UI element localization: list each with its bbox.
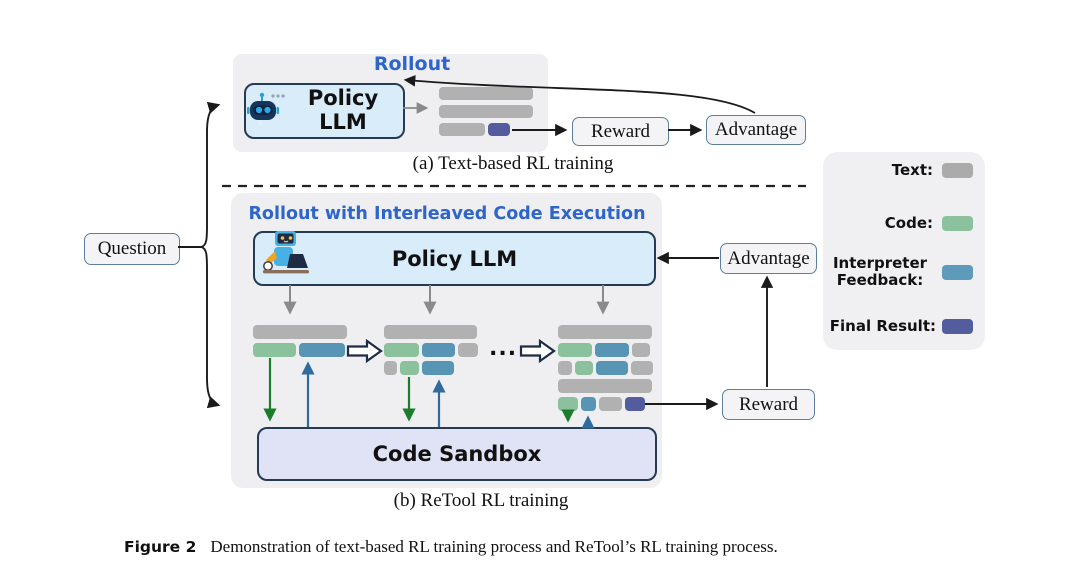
caption-a: (a) Text-based RL training xyxy=(412,153,614,174)
token-interp xyxy=(596,361,628,375)
token-text xyxy=(458,343,478,357)
advantage-box-b: Advantage xyxy=(720,243,817,274)
code-sandbox-box: Code Sandbox xyxy=(257,427,657,481)
legend-label-code: Code: xyxy=(884,214,933,232)
token-sequence-b3 xyxy=(558,325,653,411)
token-code xyxy=(400,361,419,375)
token-text xyxy=(439,105,533,118)
token-interp xyxy=(595,343,629,357)
legend-panel xyxy=(823,152,985,350)
token-text xyxy=(384,325,477,339)
legend-row-code: Code: xyxy=(823,214,985,232)
question-to-text-rl-arrow xyxy=(200,101,221,248)
caption-b: (b) ReTool RL training xyxy=(393,490,569,511)
legend-row-interpreter-feedback: Interpreter Feedback: xyxy=(823,254,985,290)
token-text xyxy=(631,361,653,375)
token-sequence-b1 xyxy=(253,325,347,357)
figure-caption-label: Figure 2 xyxy=(124,538,197,556)
legend-swatch-code xyxy=(942,216,973,232)
question-to-retool-arrow xyxy=(200,246,221,409)
token-interp xyxy=(422,343,455,357)
legend-swatch-final-result xyxy=(942,319,973,335)
token-text xyxy=(632,343,650,357)
token-code xyxy=(575,361,593,375)
policy-llm-label-a: Policy LLM xyxy=(307,86,379,135)
legend-label-text: Text: xyxy=(891,161,933,179)
figure-caption-text: Demonstration of text-based RL training … xyxy=(210,537,778,556)
question-box: Question xyxy=(84,233,180,265)
token-interp xyxy=(422,361,454,375)
token-interp xyxy=(581,397,596,411)
reward-box-a: Reward xyxy=(572,117,669,146)
token-final xyxy=(625,397,645,411)
legend-swatch-interpreter-feedback xyxy=(942,264,973,280)
robot-laptop-icon xyxy=(263,231,309,274)
token-text xyxy=(439,87,533,100)
token-code xyxy=(253,343,296,357)
robot-icon xyxy=(247,92,285,126)
legend-swatch-text xyxy=(942,163,973,179)
token-text xyxy=(558,379,652,393)
token-text xyxy=(439,123,485,136)
token-interp xyxy=(299,343,345,357)
token-text xyxy=(599,397,622,411)
rollout-title-b: Rollout with Interleaved Code Execution xyxy=(248,204,646,224)
token-sequence-a xyxy=(439,87,533,136)
token-text xyxy=(253,325,347,339)
token-text xyxy=(558,361,572,375)
legend-row-final-result: Final Result: xyxy=(823,317,985,335)
token-code xyxy=(558,397,578,411)
policy-llm-box-b: Policy LLM xyxy=(253,231,656,286)
token-final xyxy=(488,123,510,136)
token-code xyxy=(384,343,419,357)
reward-box-b: Reward xyxy=(722,389,815,420)
token-text xyxy=(384,361,397,375)
rollout-title-a: Rollout xyxy=(373,53,451,75)
token-sequence-b2 xyxy=(384,325,478,375)
token-text xyxy=(558,325,652,339)
ellipsis: ... xyxy=(489,336,518,361)
legend-label-interpreter-feedback: Interpreter Feedback: xyxy=(832,254,928,290)
token-code xyxy=(558,343,592,357)
legend-label-final-result: Final Result: xyxy=(829,317,936,335)
figure-caption: Figure 2 Demonstration of text-based RL t… xyxy=(124,537,778,557)
advantage-box-a: Advantage xyxy=(706,115,806,145)
legend-row-text: Text: xyxy=(823,161,985,179)
